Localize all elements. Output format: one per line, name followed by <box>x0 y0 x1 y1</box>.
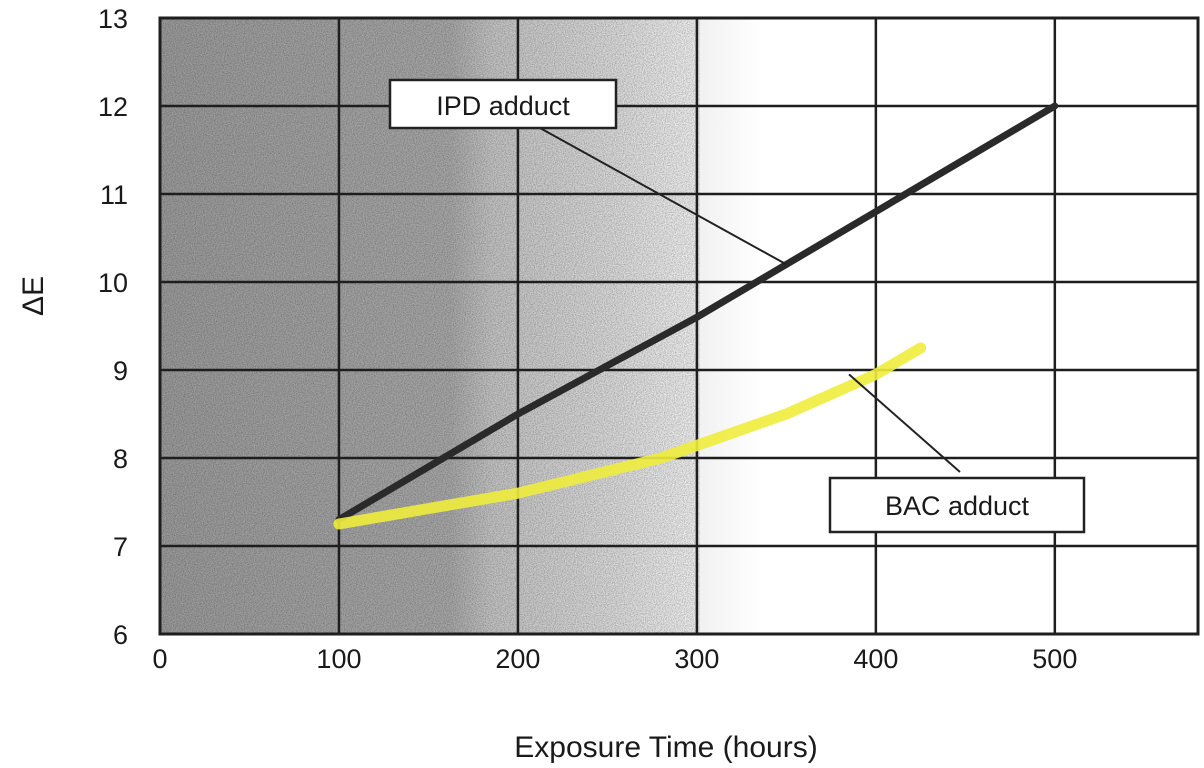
ipd-callout-box <box>388 78 618 130</box>
y-axis-label: ΔE <box>17 276 50 316</box>
x-tick-label: 200 <box>495 644 540 674</box>
bac-callout-label: BAC adduct <box>885 491 1030 521</box>
x-tick-label: 0 <box>152 644 167 674</box>
y-tick-label: 8 <box>113 444 128 474</box>
y-tick-label: 7 <box>113 532 128 562</box>
y-tick-label: 12 <box>98 92 128 122</box>
y-tick-label: 9 <box>113 356 128 386</box>
y-tick-label: 11 <box>100 180 128 210</box>
callouts: IPD adduct BAC adduct <box>388 78 1086 534</box>
x-tick-label: 400 <box>853 644 898 674</box>
tick-labels: 0 100 200 300 400 500 6 7 8 9 10 11 12 13 <box>98 4 1077 674</box>
bac-callout-box <box>828 476 1086 534</box>
x-tick-label: 300 <box>674 644 719 674</box>
y-tick-label: 13 <box>98 4 128 34</box>
series-line-bac-adduct <box>333 342 927 530</box>
ipd-callout-label: IPD adduct <box>436 91 570 121</box>
x-tick-label: 100 <box>316 644 361 674</box>
grid <box>158 16 1200 636</box>
x-tick-label: 500 <box>1032 644 1077 674</box>
series-layer <box>333 102 1059 530</box>
ipd-leader-line <box>539 127 787 266</box>
plot-frame <box>158 16 1200 636</box>
bac-leader-line <box>848 373 961 473</box>
x-axis-label: Exposure Time (hours) <box>514 731 817 764</box>
y-tick-label: 10 <box>98 268 128 298</box>
y-tick-label: 6 <box>113 620 128 650</box>
